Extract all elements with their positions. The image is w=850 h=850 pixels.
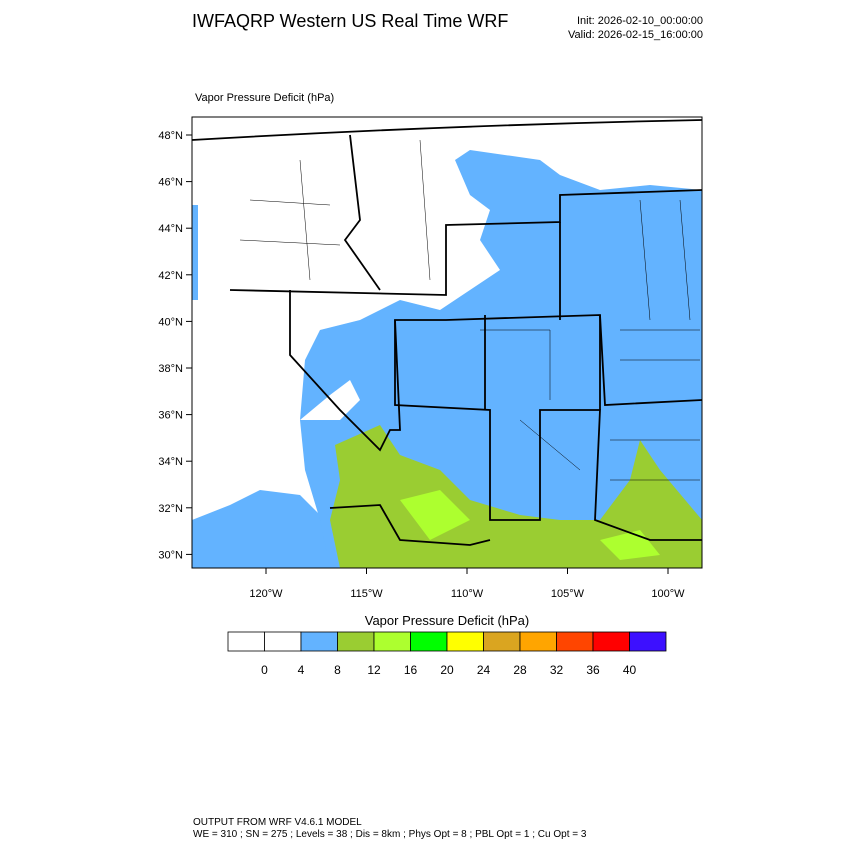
colorbar-label: 28 xyxy=(513,663,527,677)
county-lines xyxy=(239,139,700,481)
lon-labels: 120°W 115°W 110°W 105°W 100°W xyxy=(249,568,685,600)
state-line xyxy=(343,134,601,410)
lat-label: 42°N xyxy=(158,270,183,282)
footer-line1: OUTPUT FROM WRF V4.6.1 MODEL xyxy=(193,817,362,828)
border-mexico xyxy=(329,504,491,546)
lon-label: 105°W xyxy=(551,588,585,600)
valid-time: Valid: 2026-02-15_16:00:00 xyxy=(568,29,703,41)
colorbar-box xyxy=(519,631,557,652)
lat-label: 40°N xyxy=(158,316,183,328)
colorbar: 0 4 8 12 16 20 24 28 32 36 40 xyxy=(227,631,667,677)
colorbar-label: 36 xyxy=(586,663,600,677)
colorbar-box xyxy=(410,631,448,652)
lat-labels: 48°N 46°N 44°N 42°N 40°N 38°N 36°N 34°N 32°N 30°N xyxy=(158,130,192,561)
colorbar-label: 24 xyxy=(477,663,491,677)
colorbar-box xyxy=(483,631,521,652)
title: IWFAQRP Western US Real Time WRF xyxy=(192,11,508,31)
state-line xyxy=(289,290,702,452)
colorbar-box xyxy=(592,631,630,652)
colorbar-label: 8 xyxy=(334,663,341,677)
map-area: 48°N 46°N 44°N 42°N 40°N 38°N 36°N 34°N 32°N 30°N… xyxy=(158,116,703,600)
lat-label: 38°N xyxy=(158,363,183,375)
lon-label: 110°W xyxy=(451,588,484,600)
colorbar-box xyxy=(629,631,667,652)
init-time: Init: 2026-02-10_00:00:00 xyxy=(577,15,703,27)
lat-label: 30°N xyxy=(158,549,183,561)
colorbar-box xyxy=(446,631,484,652)
colorbar-label: 4 xyxy=(298,663,305,677)
state-line xyxy=(229,189,702,296)
plot-label: Vapor Pressure Deficit (hPa) xyxy=(195,92,334,104)
colorbar-label: 40 xyxy=(623,663,637,677)
border-canada xyxy=(192,119,702,141)
colorbar-title: Vapor Pressure Deficit (hPa) xyxy=(365,613,530,628)
colorbar-label: 0 xyxy=(261,663,268,677)
vpd-warm xyxy=(330,425,702,568)
colorbar-box xyxy=(227,631,265,652)
colorbar-box xyxy=(300,631,338,652)
map-frame xyxy=(191,116,703,569)
colorbar-label: 16 xyxy=(404,663,418,677)
colorbar-box xyxy=(264,631,302,652)
lat-label: 46°N xyxy=(158,177,183,189)
colorbar-box xyxy=(337,631,375,652)
vpd-ocean-patch xyxy=(192,205,198,300)
colorbar-label: 20 xyxy=(440,663,454,677)
colorbar-box xyxy=(556,631,594,652)
colorbar-box xyxy=(373,631,411,652)
lat-label: 44°N xyxy=(158,223,183,235)
lon-label: 100°W xyxy=(651,588,685,600)
lat-label: 36°N xyxy=(158,410,183,422)
lat-label: 48°N xyxy=(158,130,183,142)
vpd-warmer xyxy=(400,490,660,560)
colorbar-label: 32 xyxy=(550,663,564,677)
lon-label: 120°W xyxy=(249,588,283,600)
colorbar-label: 12 xyxy=(367,663,381,677)
state-line xyxy=(394,320,702,541)
lon-label: 115°W xyxy=(350,588,383,600)
lat-label: 32°N xyxy=(158,503,183,515)
lat-label: 34°N xyxy=(158,456,183,468)
footer-line2: WE = 310 ; SN = 275 ; Levels = 38 ; Dis … xyxy=(193,829,587,840)
vpd-ocean-south xyxy=(192,490,340,568)
